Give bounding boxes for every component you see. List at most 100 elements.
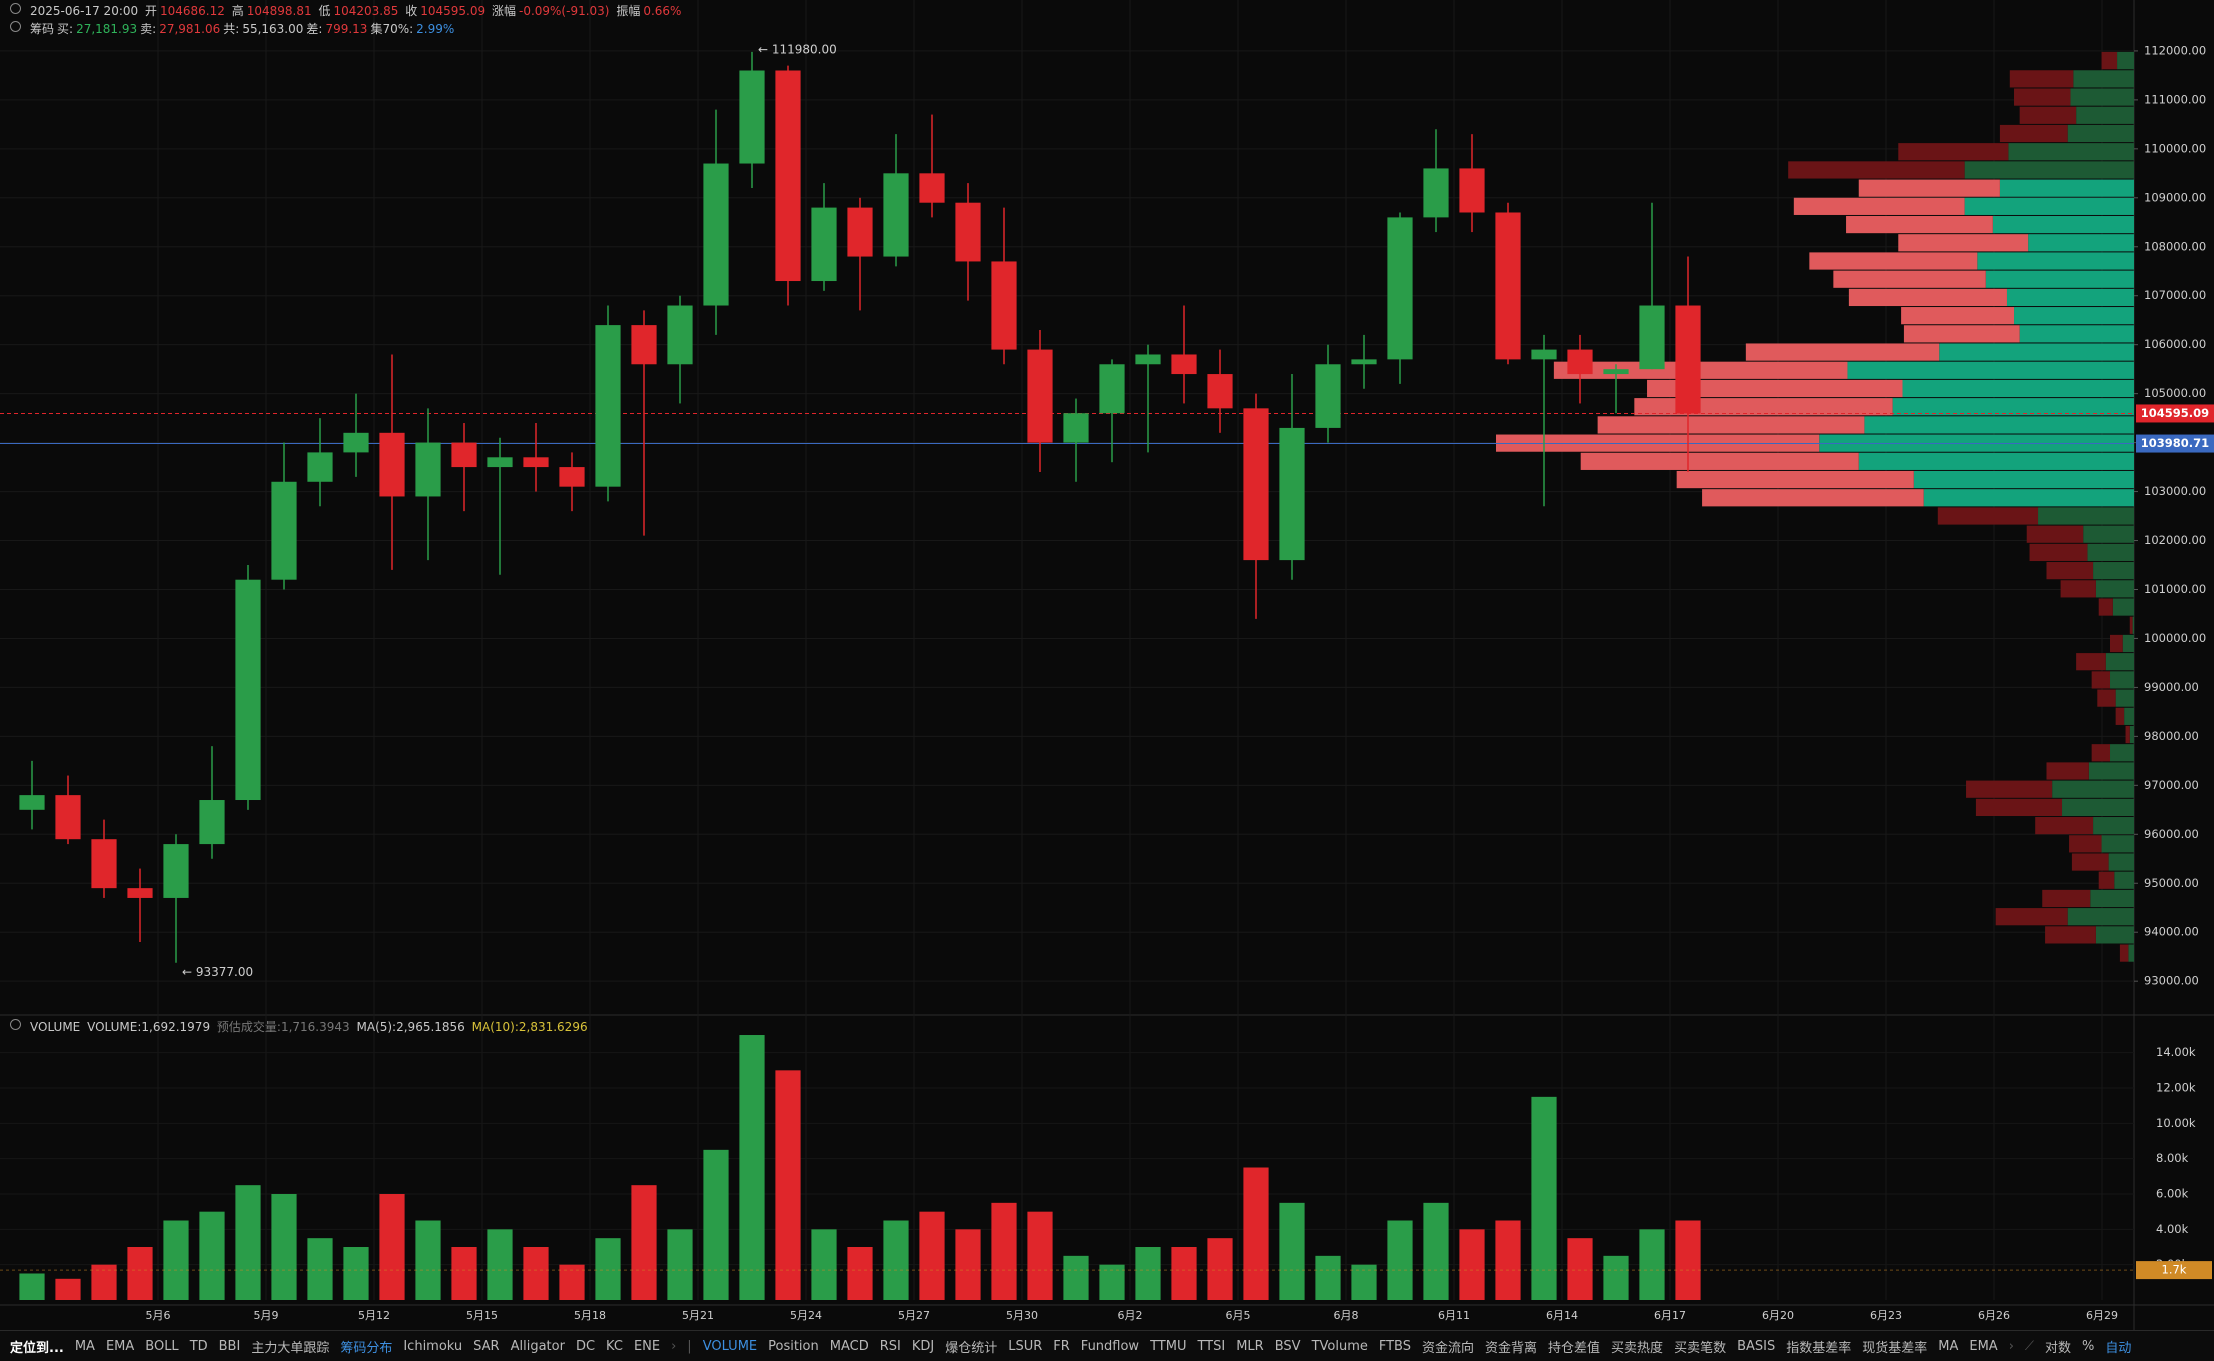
collapse-icon[interactable] xyxy=(10,1019,21,1030)
indicator-button[interactable]: RSI xyxy=(879,1338,901,1354)
sell-bar xyxy=(2042,889,2091,908)
option-button[interactable]: % xyxy=(2082,1338,2095,1354)
indicator-button[interactable]: 资金流向 xyxy=(1422,1340,1475,1356)
indicator-button[interactable]: ENE xyxy=(633,1338,661,1354)
candle-body xyxy=(847,207,873,257)
volume-bar xyxy=(307,1238,333,1300)
candle-body xyxy=(343,432,369,453)
y-tick-label: 101000.00 xyxy=(2144,582,2206,596)
indicator-button[interactable]: MA xyxy=(1938,1338,1959,1354)
sell-bar xyxy=(1898,143,2009,161)
volume-bar xyxy=(343,1247,369,1300)
sell-bar xyxy=(1833,270,1986,288)
indicator-button[interactable]: 持仓差值 xyxy=(1548,1340,1601,1356)
value: 799.13 xyxy=(325,22,368,36)
buy-bar xyxy=(2124,707,2134,725)
candle-body xyxy=(1387,217,1413,360)
extreme-label: ← 93377.00 xyxy=(182,965,253,979)
option-button[interactable]: 对数 xyxy=(2045,1340,2072,1356)
indicator-button[interactable]: 指数基差率 xyxy=(1786,1340,1852,1356)
indicator-button[interactable]: TVolume xyxy=(1311,1338,1368,1354)
value: 27,981.06 xyxy=(159,22,221,36)
sell-bar xyxy=(1793,197,1965,215)
indicator-button[interactable]: 买卖热度 xyxy=(1611,1340,1664,1356)
volume-bar xyxy=(523,1247,549,1300)
candle-body xyxy=(415,442,441,497)
indicator-button[interactable]: TTMU xyxy=(1150,1338,1187,1354)
sell-bar xyxy=(2110,634,2123,653)
value: 27,181.93 xyxy=(76,22,138,36)
indicator-button[interactable]: TTSI xyxy=(1197,1338,1226,1354)
indicator-button[interactable]: 主力大单跟踪 xyxy=(251,1340,330,1356)
indicator-button[interactable]: 筹码分布 xyxy=(340,1340,393,1356)
indicator-button[interactable]: MLR xyxy=(1236,1338,1264,1354)
collapse-icon[interactable] xyxy=(10,21,21,32)
indicator-button[interactable]: EMA xyxy=(1969,1338,1998,1354)
label: 卖: xyxy=(140,22,157,36)
buy-bar xyxy=(2083,525,2134,543)
indicator-button[interactable]: EMA xyxy=(105,1338,135,1354)
volume-bar xyxy=(1567,1238,1593,1300)
label: 高 xyxy=(231,4,244,18)
option-button[interactable]: 自动 xyxy=(2105,1340,2132,1356)
indicator-button[interactable]: LSUR xyxy=(1008,1338,1043,1354)
y-tick-label: 93000.00 xyxy=(2144,974,2199,988)
volume-bar xyxy=(163,1220,189,1300)
x-tick-label: 6月11 xyxy=(1438,1309,1470,1322)
volume-bar xyxy=(1171,1247,1197,1300)
locate-button[interactable]: 定位到... xyxy=(10,1340,64,1356)
y-tick-label: 96000.00 xyxy=(2144,827,2199,841)
indicator-button[interactable]: 现货基差率 xyxy=(1862,1340,1928,1356)
sell-bar xyxy=(2071,853,2109,871)
indicator-button[interactable]: DC xyxy=(575,1338,596,1354)
indicator-button[interactable]: FTBS xyxy=(1378,1338,1411,1354)
indicator-button[interactable]: MA xyxy=(74,1338,95,1354)
value: 0.66% xyxy=(643,4,682,18)
volume-bar xyxy=(1639,1229,1665,1300)
x-tick-label: 5月21 xyxy=(682,1309,714,1322)
indicator-button[interactable]: FR xyxy=(1053,1338,1070,1354)
separator: › xyxy=(2008,1338,2014,1354)
volume-bar xyxy=(271,1194,297,1300)
buy-bar xyxy=(2093,562,2134,580)
candle-body xyxy=(631,325,657,365)
volume-bar xyxy=(1027,1211,1053,1300)
sell-bar xyxy=(2101,51,2118,70)
y-tick-label: 109000.00 xyxy=(2144,190,2206,204)
label: 收 xyxy=(405,4,418,18)
indicator-button[interactable]: VOLUME xyxy=(702,1338,758,1354)
indicator-button[interactable]: KDJ xyxy=(911,1338,935,1354)
sell-bar xyxy=(1858,179,2000,197)
indicator-button[interactable]: BASIS xyxy=(1737,1338,1776,1354)
indicator-button[interactable]: BOLL xyxy=(145,1338,179,1354)
value: 104898.81 xyxy=(246,4,312,18)
indicator-button[interactable]: 爆仓统计 xyxy=(945,1340,998,1356)
indicator-button[interactable]: 资金背离 xyxy=(1485,1340,1538,1356)
indicator-button[interactable]: Fundflow xyxy=(1080,1338,1140,1354)
indicator-button[interactable]: BSV xyxy=(1274,1338,1301,1354)
indicator-button[interactable]: KC xyxy=(606,1338,623,1354)
x-tick-label: 6月14 xyxy=(1546,1309,1578,1322)
x-tick-label: 5月15 xyxy=(466,1309,498,1322)
indicator-button[interactable]: 买卖笔数 xyxy=(1674,1340,1727,1356)
indicator-button[interactable]: Ichimoku xyxy=(403,1338,463,1354)
volume-bar xyxy=(1207,1238,1233,1300)
candle-body xyxy=(667,305,693,365)
y-tick-label: 4.00k xyxy=(2156,1222,2189,1236)
indicator-button[interactable]: Position xyxy=(768,1338,819,1354)
indicator-button[interactable]: Alligator xyxy=(510,1338,565,1354)
buy-bar xyxy=(1902,379,2134,398)
x-tick-label: 6月26 xyxy=(1978,1309,2010,1322)
volume-bar xyxy=(415,1220,441,1300)
volume-bar xyxy=(235,1185,261,1300)
collapse-icon[interactable] xyxy=(10,3,21,14)
indicator-button[interactable]: MACD xyxy=(829,1338,869,1354)
indicator-button[interactable]: BBI xyxy=(218,1338,241,1354)
buy-bar xyxy=(2076,106,2134,124)
y-tick-label: 98000.00 xyxy=(2144,729,2199,743)
indicator-button[interactable]: SAR xyxy=(473,1338,500,1354)
sell-bar xyxy=(1745,343,1940,361)
candle-body xyxy=(163,844,189,898)
value: MA(10):2,831.6296 xyxy=(471,1020,588,1034)
indicator-button[interactable]: TD xyxy=(189,1338,208,1354)
